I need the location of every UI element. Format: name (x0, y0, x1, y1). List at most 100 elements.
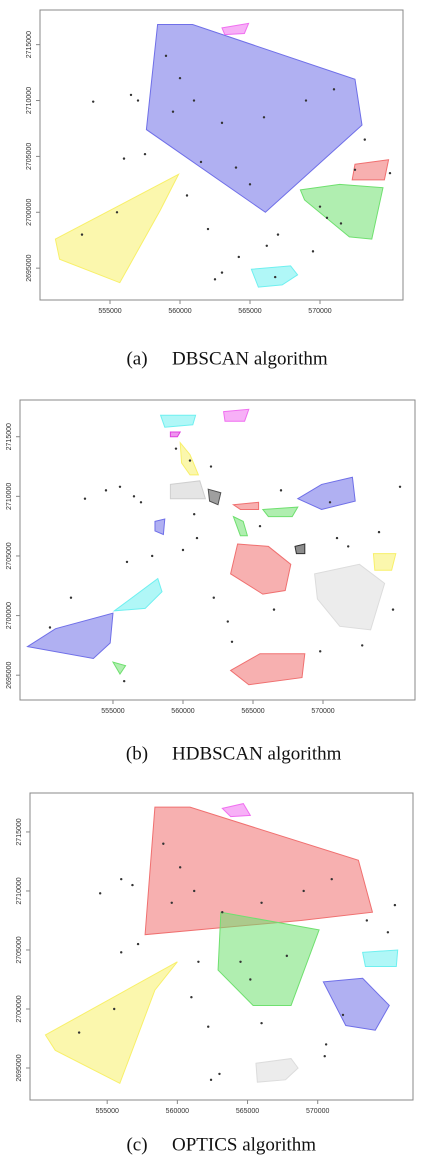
point (77, 1031, 81, 1034)
caption-label: (b) (126, 743, 148, 764)
point (197, 960, 200, 963)
point (162, 842, 165, 845)
cluster-hull (261, 506, 299, 518)
plot-frame (29, 792, 414, 1101)
point (328, 501, 332, 504)
x-tick-label: 560000 (168, 308, 191, 315)
cluster-hull (221, 803, 252, 818)
caption: HDBSCAN algorithm (172, 743, 342, 764)
point (118, 485, 122, 489)
cluster-hull (169, 480, 207, 500)
point (122, 679, 126, 683)
point (181, 548, 185, 552)
point (192, 99, 196, 102)
cluster-hull (255, 1058, 299, 1083)
cluster-hull (112, 577, 163, 612)
point (170, 901, 173, 904)
point (377, 530, 381, 534)
point (318, 205, 322, 208)
point (330, 877, 333, 881)
point (136, 99, 140, 102)
point (199, 160, 203, 164)
x-tick-label: 570000 (308, 308, 331, 315)
point (234, 166, 238, 169)
point (115, 211, 119, 214)
point (120, 877, 123, 881)
point (220, 271, 224, 274)
cluster-hull (314, 563, 386, 631)
point (178, 76, 182, 80)
point (213, 278, 217, 281)
point (209, 465, 213, 468)
cluster-hull (294, 543, 306, 555)
y-tick-label: 2695000 (26, 254, 33, 281)
point (206, 227, 210, 231)
point (363, 138, 366, 141)
point (341, 1013, 345, 1017)
point (91, 100, 95, 103)
cluster-hull (221, 22, 250, 36)
point (185, 194, 189, 197)
cluster-hull (230, 543, 292, 595)
x-tick-label: 570000 (311, 708, 334, 715)
point (136, 942, 140, 946)
point (131, 883, 134, 887)
x-tick-label: 555000 (101, 708, 124, 715)
caption: DBSCAN algorithm (172, 348, 328, 369)
cluster-hull (159, 414, 197, 428)
plot-frame (39, 9, 404, 301)
x-tick-label: 565000 (241, 708, 264, 715)
point (125, 560, 129, 564)
cluster-hull (217, 911, 320, 1006)
point (249, 978, 252, 981)
point (83, 497, 87, 500)
panel: 555000 560000 565000 570000 2695000 2700000 27… (26, 9, 404, 369)
caption: OPTICS algorithm (172, 1134, 316, 1155)
cluster-hull (229, 653, 306, 686)
point (265, 244, 268, 247)
y-tick-label: 2695000 (16, 1054, 23, 1081)
caption-label: (c) (126, 1134, 147, 1155)
cluster-hull (372, 553, 397, 571)
y-tick-label: 2695000 (6, 661, 13, 688)
y-tick-label: 2705000 (16, 936, 23, 963)
point (230, 640, 234, 644)
point (393, 903, 397, 907)
point (220, 121, 224, 125)
point (98, 892, 102, 895)
point (190, 995, 193, 999)
cluster-hull (179, 441, 200, 476)
cluster-hull (44, 961, 178, 1085)
point (239, 960, 242, 963)
cluster-hull (299, 183, 384, 240)
point (262, 116, 266, 119)
x-tick-label: 555000 (98, 308, 121, 315)
point (221, 911, 224, 914)
point (193, 889, 196, 893)
point (332, 88, 336, 91)
point (323, 1055, 326, 1058)
point (120, 951, 123, 954)
point (324, 1043, 328, 1046)
point (192, 513, 196, 516)
point (113, 1007, 116, 1011)
point (248, 183, 252, 186)
point (129, 93, 133, 97)
point (207, 1025, 210, 1028)
y-tick-label: 2700000 (16, 995, 23, 1022)
point (273, 275, 277, 279)
y-tick-label: 2710000 (26, 87, 33, 114)
point (272, 608, 276, 611)
point (276, 233, 280, 236)
caption-label: (a) (126, 348, 147, 369)
cluster-hull (207, 488, 222, 506)
panel: 555000 560000 565000 570000 2695000 2700000 27… (6, 399, 416, 764)
point (386, 931, 390, 934)
point (139, 501, 143, 504)
point (335, 536, 339, 540)
point (195, 536, 199, 540)
x-tick-label: 570000 (306, 1108, 329, 1115)
point (353, 168, 357, 172)
cluster-hull (169, 431, 182, 438)
